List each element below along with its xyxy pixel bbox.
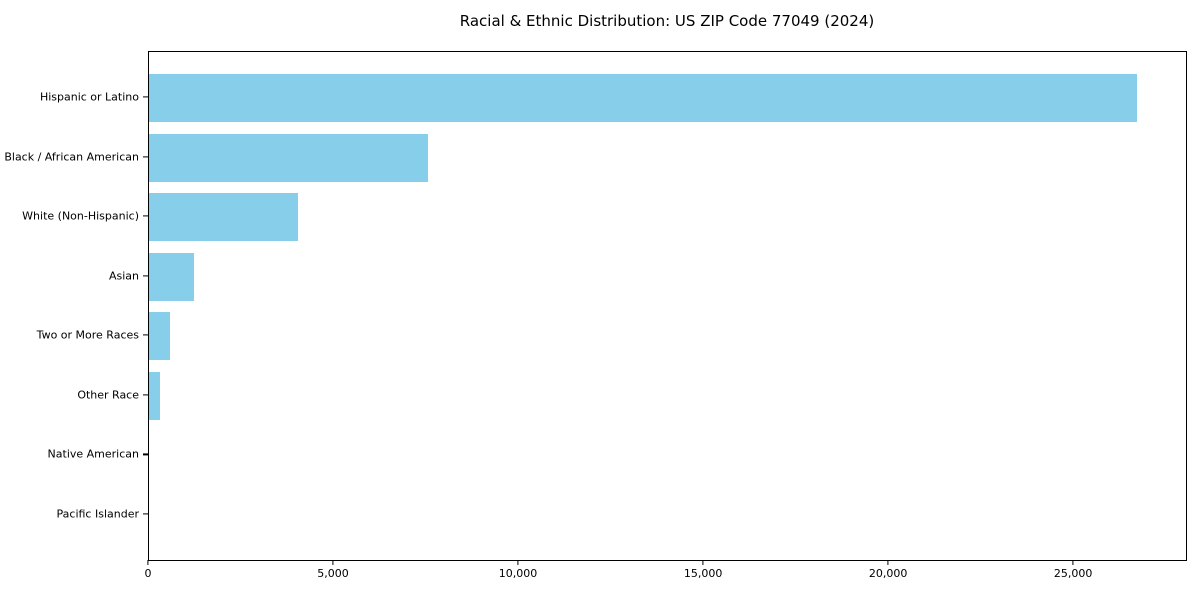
y-tick-label-black-african-american: Black / African American <box>4 150 139 164</box>
y-axis-tick <box>143 96 148 98</box>
y-tick-label-pacific-islander: Pacific Islander <box>56 507 139 521</box>
x-tick-label-25-000: 25,000 <box>1053 567 1093 580</box>
x-axis-tick <box>332 560 334 565</box>
x-tick-label-10-000: 10,000 <box>498 567 538 580</box>
y-tick-label-other-race: Other Race <box>77 388 139 402</box>
x-axis-tick <box>517 560 519 565</box>
x-axis-tick <box>1072 560 1074 565</box>
bar-other-race <box>149 371 161 420</box>
y-tick-label-hispanic-or-latino: Hispanic or Latino <box>39 90 139 104</box>
y-axis-tick <box>143 215 148 217</box>
y-axis-tick <box>143 453 148 456</box>
y-axis-tick <box>143 394 148 396</box>
bar-two-or-more-races <box>149 312 171 361</box>
y-axis-tick <box>143 334 148 336</box>
y-tick-label-two-or-more-races: Two or More Races <box>36 328 139 342</box>
x-tick-label-5-000: 5,000 <box>317 567 349 580</box>
y-axis-tick <box>143 513 148 515</box>
x-axis-tick <box>147 560 149 565</box>
chart-title: Racial & Ethnic Distribution: US ZIP Cod… <box>459 12 875 30</box>
y-tick-label-native-american: Native American <box>47 447 139 461</box>
y-axis-tick <box>143 275 148 277</box>
y-axis-tick <box>143 155 148 158</box>
bar-white-non-hispanic <box>149 193 299 242</box>
x-tick-label-20-000: 20,000 <box>868 567 908 580</box>
x-axis-tick <box>702 560 704 565</box>
plot-area <box>148 51 1187 561</box>
y-tick-label-asian: Asian <box>108 269 139 283</box>
x-tick-label-15-000: 15,000 <box>683 567 723 580</box>
x-axis-tick <box>887 560 889 565</box>
bar-black-african-american <box>149 133 429 182</box>
y-tick-label-white-non-hispanic: White (Non-Hispanic) <box>22 209 139 223</box>
bar-hispanic-or-latino <box>149 74 1138 122</box>
bar-asian <box>149 252 195 301</box>
x-tick-label-0: 0 <box>144 567 152 580</box>
